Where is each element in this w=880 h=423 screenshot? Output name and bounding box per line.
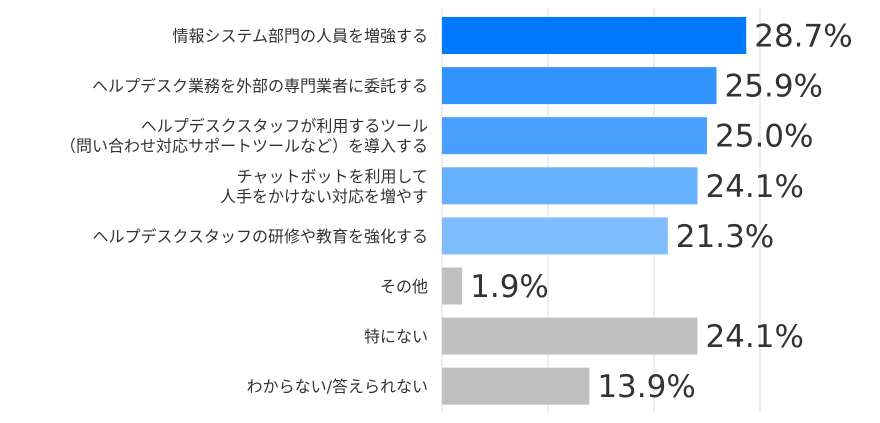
category-label: （問い合わせ対応サポートツールなど）を導入する <box>60 137 428 156</box>
data-label: 25.0% <box>715 119 813 155</box>
data-label: 25.9% <box>725 69 823 105</box>
category-label: 情報システム部門の人員を増強する <box>172 27 428 46</box>
category-label: 人手をかけない対応を増やす <box>220 187 428 206</box>
bar <box>442 117 707 155</box>
bar <box>442 67 717 105</box>
data-label: 21.3% <box>676 219 774 255</box>
data-label: 28.7% <box>754 19 852 55</box>
category-label: ヘルプデスクスタッフの研修や教育を強化する <box>92 227 428 246</box>
category-label: チャットボットを利用して <box>237 167 428 186</box>
bar <box>442 367 590 405</box>
category-label: その他 <box>380 277 428 296</box>
data-label: 24.1% <box>705 319 803 355</box>
category-label: 特にない <box>364 327 428 346</box>
category-label: ヘルプデスク業務を外部の専門業者に委託する <box>92 77 428 96</box>
category-label: わからない/答えられない <box>247 377 428 396</box>
bar <box>442 267 463 305</box>
data-label: 1.9% <box>470 269 549 305</box>
bar <box>442 317 698 355</box>
category-label: ヘルプデスクスタッフが利用するツール <box>141 117 428 136</box>
data-label: 13.9% <box>597 369 695 405</box>
bar <box>442 217 668 255</box>
bar <box>442 17 747 54</box>
data-label: 24.1% <box>705 169 803 205</box>
bar <box>442 167 698 205</box>
